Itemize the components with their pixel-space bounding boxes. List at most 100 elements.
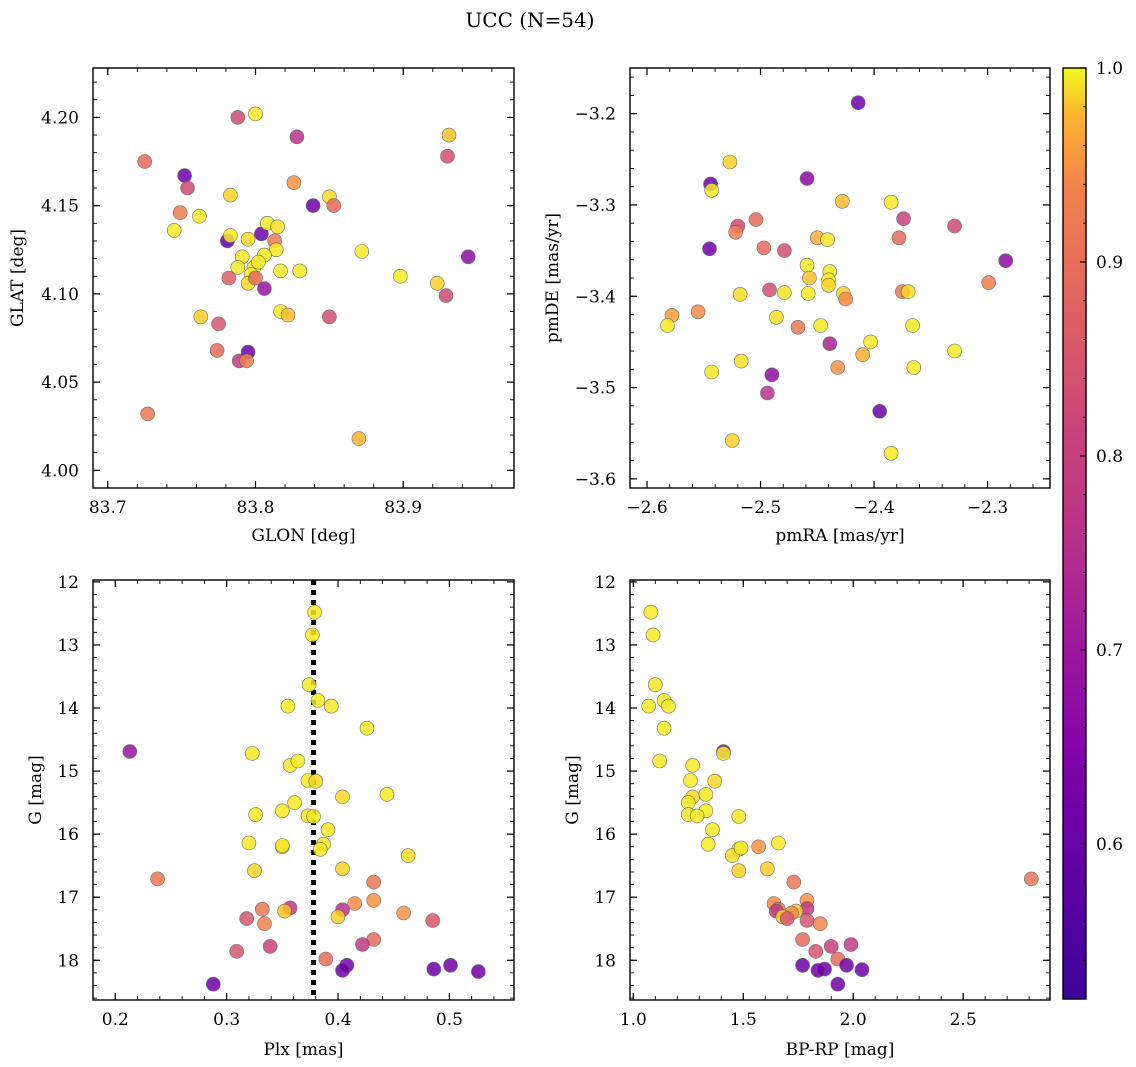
data-point <box>192 208 207 224</box>
data-point <box>652 753 668 769</box>
y-tick-label: 4.15 <box>41 197 79 217</box>
data-point <box>280 307 296 323</box>
data-point <box>843 937 859 952</box>
data-point <box>947 343 962 359</box>
data-point <box>322 309 337 325</box>
data-point <box>799 171 815 186</box>
data-point <box>660 318 675 333</box>
data-point <box>731 863 747 879</box>
colorbar-tick-label: 0.7 <box>1096 641 1123 661</box>
data-point <box>330 909 346 925</box>
data-point <box>762 282 777 298</box>
data-point <box>440 148 455 164</box>
data-point <box>947 218 962 234</box>
data-point <box>211 316 226 332</box>
y-tick-label: 14 <box>57 699 79 719</box>
data-point <box>705 822 720 838</box>
data-point <box>820 232 835 247</box>
data-point <box>229 944 244 959</box>
data-point <box>656 720 672 736</box>
data-point <box>685 758 701 773</box>
x-tick-label: 1.5 <box>730 1010 757 1030</box>
y-tick-label: 4.10 <box>41 285 79 305</box>
colorbar-ticks: 0.6 0.7 0.8 0.9 1.0 <box>1080 59 1123 961</box>
data-point <box>335 963 350 978</box>
data-point <box>813 318 829 333</box>
data-point <box>286 175 302 190</box>
panel-1-ylabel: pmDE [mas/yr] <box>543 213 563 343</box>
data-point <box>855 347 871 363</box>
data-point <box>799 257 815 273</box>
y-tick-label: −3.4 <box>575 287 616 307</box>
panel-3-ylabel: G [mag] <box>563 755 583 824</box>
data-point <box>245 746 260 761</box>
data-point <box>429 275 445 291</box>
panel-2-ticks: 0.2 0.3 0.4 0.5 12 13 14 15 16 17 18 <box>57 573 514 1030</box>
data-point <box>241 835 257 851</box>
data-point <box>883 445 899 461</box>
data-point <box>347 896 363 911</box>
data-point <box>724 433 740 448</box>
y-tick-label: 17 <box>57 888 79 908</box>
data-point <box>839 957 854 973</box>
data-point <box>438 288 454 303</box>
y-tick-label: −3.5 <box>575 379 616 399</box>
data-point <box>471 964 486 979</box>
data-point <box>647 677 663 693</box>
y-tick-label: 17 <box>594 888 616 908</box>
data-point <box>764 367 780 383</box>
data-point <box>292 263 308 279</box>
x-tick-label: −2.5 <box>740 498 781 518</box>
data-point <box>277 903 292 919</box>
data-point <box>800 286 816 301</box>
data-point <box>863 334 878 350</box>
y-tick-label: 16 <box>57 825 79 845</box>
data-point <box>702 241 717 257</box>
data-point <box>426 961 442 977</box>
data-point <box>172 205 188 220</box>
data-point <box>645 627 661 643</box>
data-point <box>308 773 324 789</box>
data-point <box>366 874 382 890</box>
panel-0-points <box>137 106 476 446</box>
panel-2-points <box>122 580 486 1000</box>
data-point <box>802 270 817 286</box>
y-tick-label: −3.2 <box>575 105 616 125</box>
data-point <box>751 839 766 855</box>
y-tick-label: 15 <box>57 762 79 782</box>
data-point <box>140 406 155 422</box>
colorbar-tick-label: 1.0 <box>1096 59 1123 79</box>
y-tick-label: 14 <box>594 699 616 719</box>
data-point <box>748 212 764 227</box>
data-point <box>150 871 165 887</box>
data-point <box>335 861 350 877</box>
y-tick-label: 18 <box>594 951 616 971</box>
data-point <box>722 154 738 170</box>
data-point <box>786 874 802 890</box>
data-point <box>850 95 866 110</box>
y-tick-label: 12 <box>57 573 79 593</box>
data-point <box>443 957 458 973</box>
figure-title: UCC (N=54) <box>465 8 594 32</box>
panel-2-xlabel: Plx [mas] <box>263 1040 343 1060</box>
data-point <box>733 840 749 856</box>
data-point <box>326 198 342 213</box>
colorbar-tick-label: 0.9 <box>1096 253 1123 273</box>
data-point <box>716 746 731 761</box>
panel-0-ylabel: GLAT [deg] <box>8 229 28 327</box>
data-point <box>998 253 1014 269</box>
data-point <box>262 939 278 954</box>
data-point <box>323 698 339 714</box>
data-point <box>441 127 457 143</box>
data-point <box>822 336 838 352</box>
data-point <box>239 353 254 369</box>
data-point <box>209 343 225 358</box>
data-point <box>641 698 657 714</box>
panel-0-frame <box>92 67 515 489</box>
data-point <box>760 861 775 877</box>
x-tick-label: 83.8 <box>237 498 275 518</box>
data-point <box>177 168 192 183</box>
data-point <box>698 787 714 802</box>
data-point <box>790 319 806 335</box>
